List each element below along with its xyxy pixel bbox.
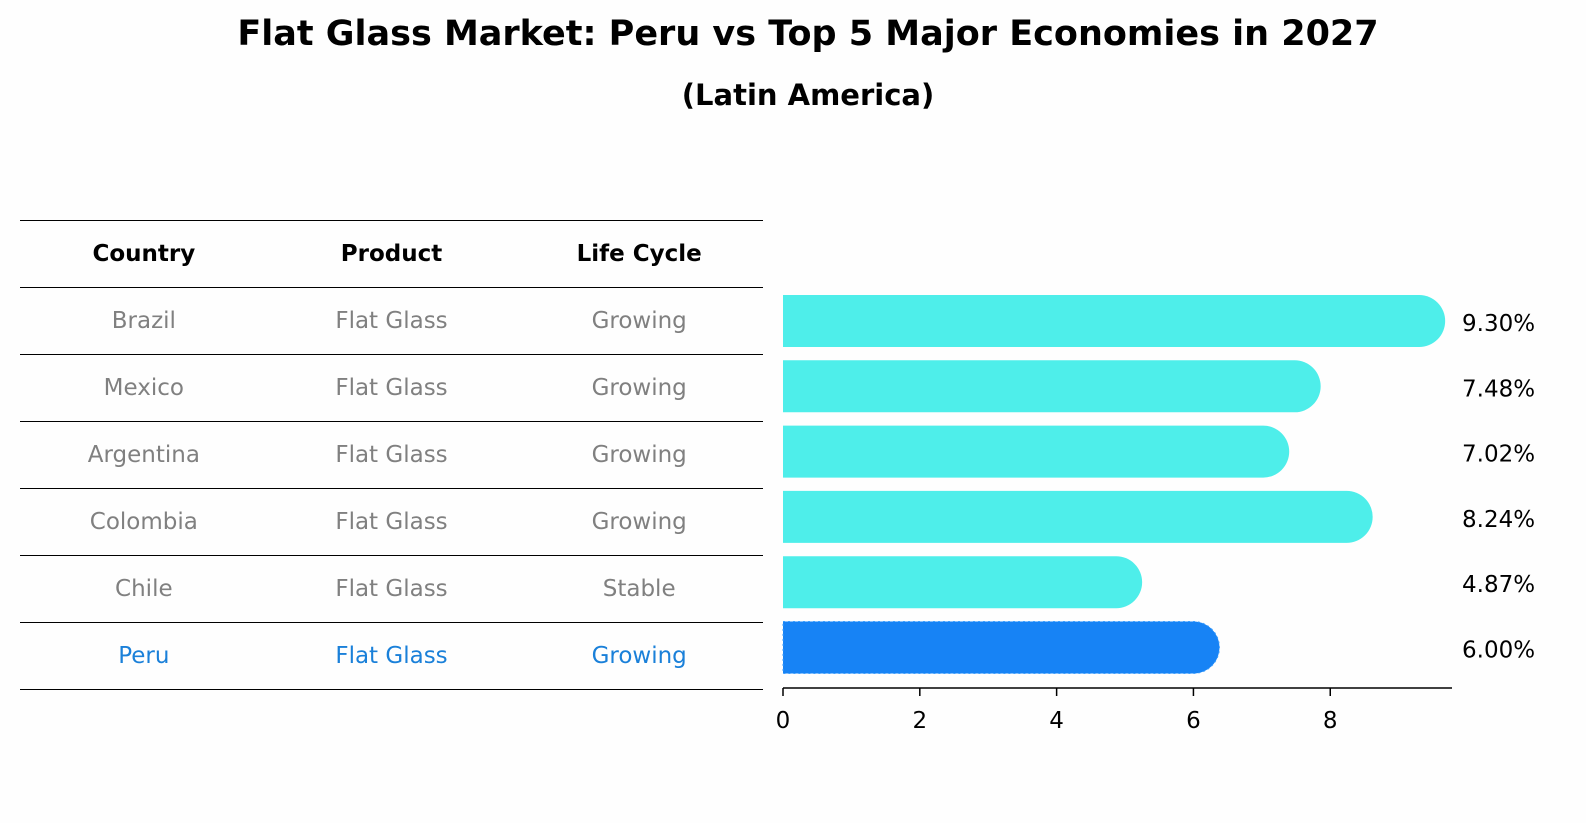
- chart-title: Flat Glass Market: Peru vs Top 5 Major E…: [237, 14, 1379, 54]
- bar-highlighted: [782, 621, 1220, 674]
- table-row: Mexico Flat Glass Growing: [20, 354, 763, 421]
- life-cycle-cell: Growing: [591, 643, 687, 669]
- country-cell: Brazil: [111, 308, 176, 334]
- x-tick-label: 0: [776, 708, 791, 734]
- product-cell: Flat Glass: [335, 442, 448, 468]
- table-row: Argentina Flat Glass Growing: [20, 421, 763, 488]
- column-header-product: Product: [340, 241, 443, 267]
- bar-value-label: 8.24%: [1462, 507, 1535, 533]
- table-row-highlighted: Peru Flat Glass Growing: [20, 622, 763, 690]
- table-row: Brazil Flat Glass Growing: [20, 287, 763, 354]
- country-cell: Peru: [118, 643, 170, 669]
- bar: [783, 295, 1446, 347]
- table-header-row: Country Product Life Cycle: [20, 220, 763, 287]
- country-cell: Colombia: [89, 509, 198, 535]
- product-cell: Flat Glass: [335, 375, 448, 401]
- column-header-country: Country: [92, 241, 196, 267]
- bar: [783, 556, 1143, 609]
- data-table: Country Product Life Cycle Brazil Flat G…: [20, 220, 763, 690]
- x-tick-label: 8: [1323, 708, 1338, 734]
- bar: [783, 490, 1373, 543]
- life-cycle-cell: Growing: [591, 442, 687, 468]
- product-cell: Flat Glass: [335, 576, 448, 602]
- x-tick-label: 4: [1049, 708, 1064, 734]
- bar-value-label: 7.48%: [1462, 376, 1535, 402]
- product-cell: Flat Glass: [335, 509, 448, 535]
- product-cell: Flat Glass: [335, 308, 448, 334]
- x-tick-label: 2: [912, 708, 927, 734]
- life-cycle-cell: Growing: [591, 308, 687, 334]
- country-cell: Mexico: [103, 375, 184, 401]
- bar-value-label: 4.87%: [1462, 572, 1535, 598]
- country-cell: Argentina: [87, 442, 200, 468]
- bar-value-label: 7.02%: [1462, 442, 1535, 468]
- bar: [783, 425, 1290, 478]
- table-row: Colombia Flat Glass Growing: [20, 488, 763, 555]
- life-cycle-cell: Growing: [591, 509, 687, 535]
- bar-value-label: 9.30%: [1462, 311, 1535, 337]
- life-cycle-cell: Stable: [602, 576, 676, 602]
- bar-value-label: 6.00%: [1462, 638, 1535, 664]
- country-cell: Chile: [115, 576, 173, 602]
- life-cycle-cell: Growing: [591, 375, 687, 401]
- chart-subtitle: (Latin America): [681, 78, 935, 112]
- bar: [783, 360, 1321, 413]
- product-cell: Flat Glass: [335, 643, 448, 669]
- column-header-life-cycle: Life Cycle: [576, 241, 702, 267]
- table-row: Chile Flat Glass Stable: [20, 555, 763, 622]
- x-tick-label: 6: [1186, 708, 1201, 734]
